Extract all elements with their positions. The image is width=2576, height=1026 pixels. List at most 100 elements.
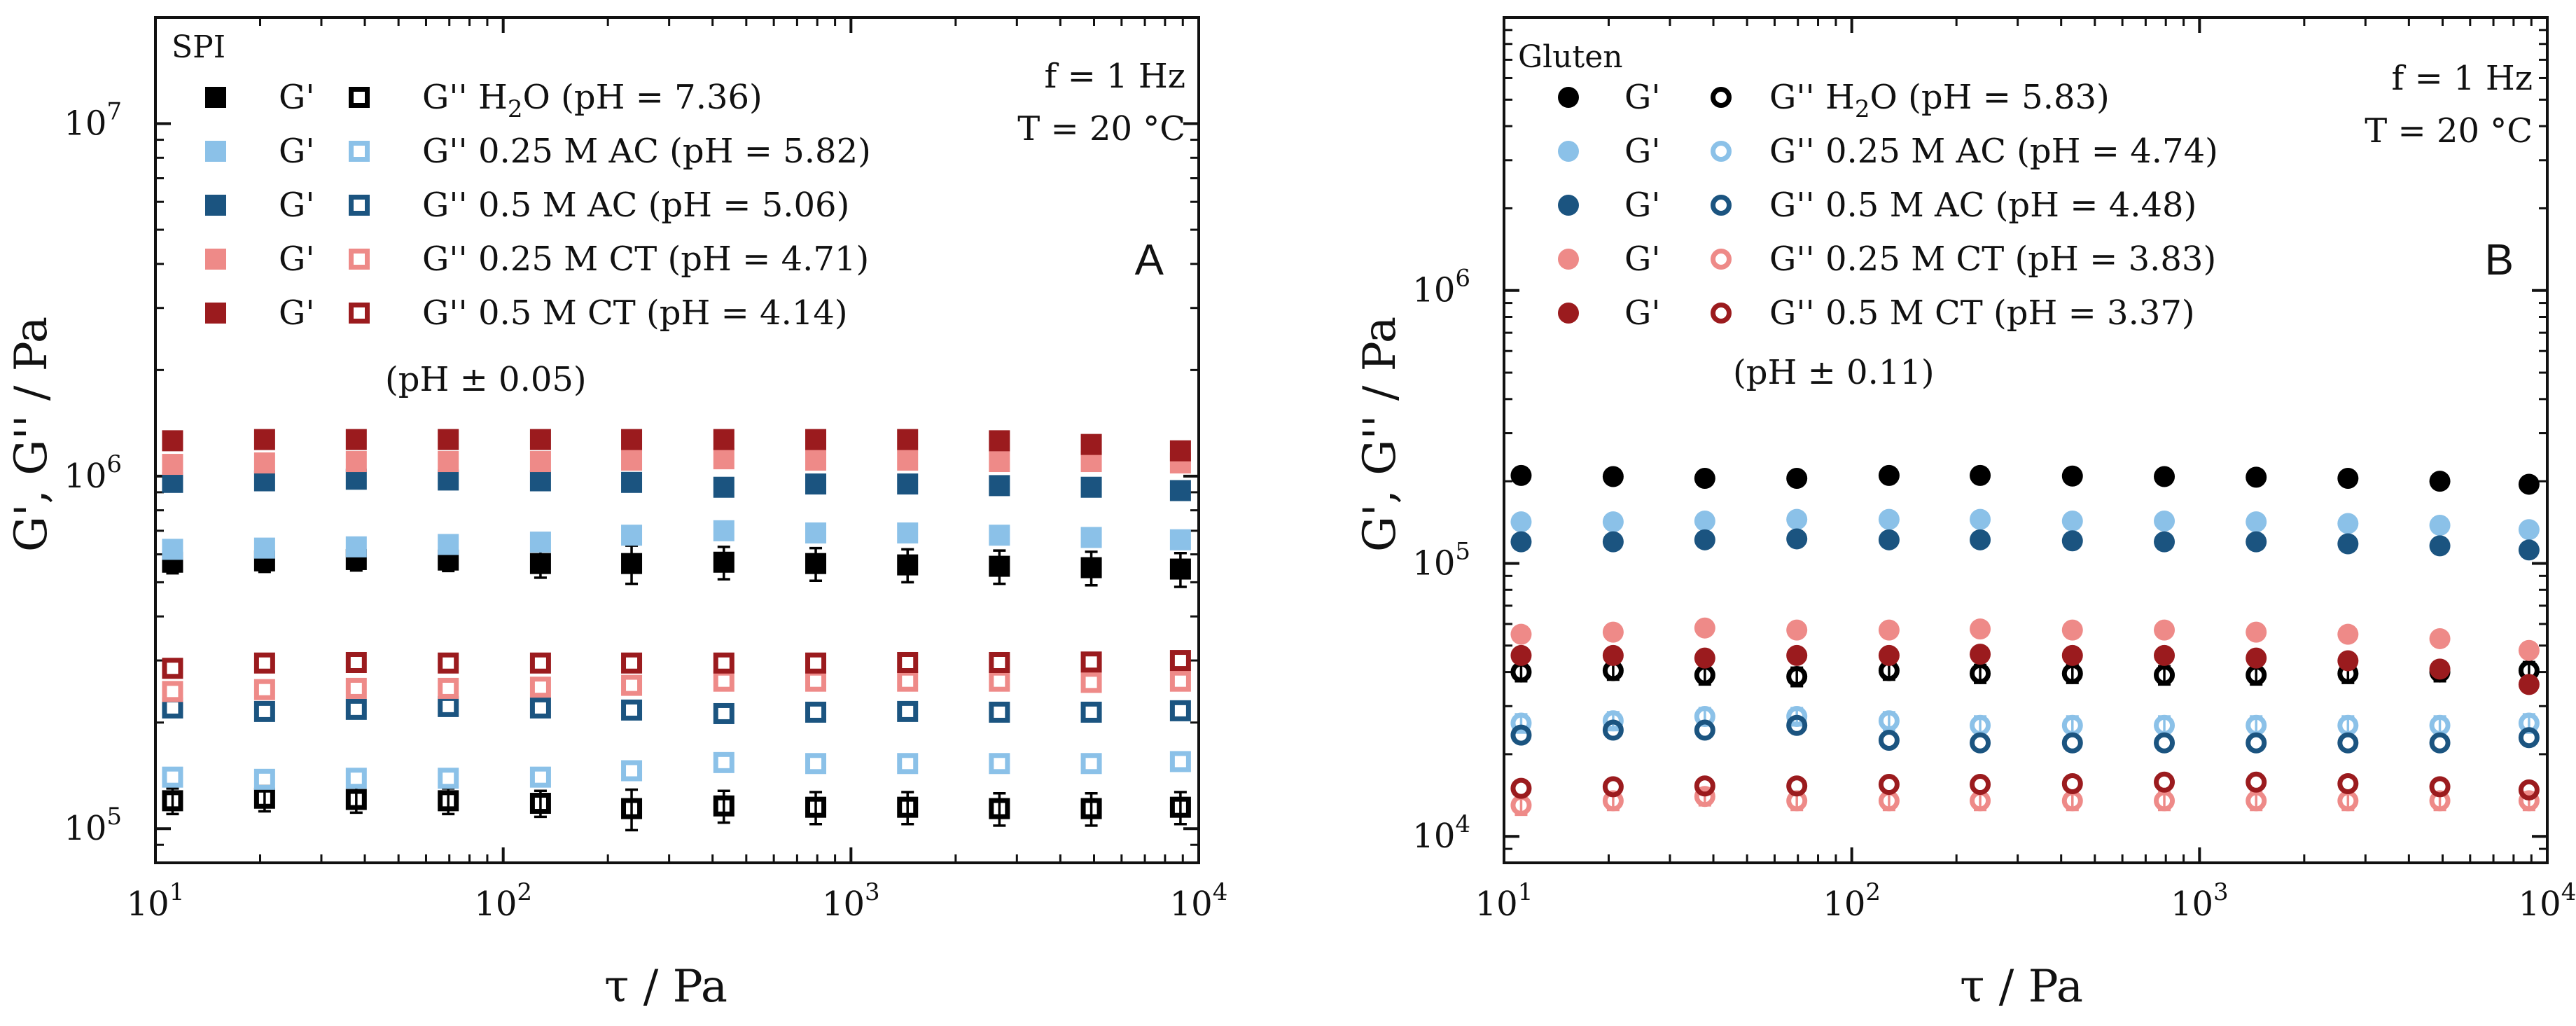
data-point-gp-ac025 [253, 537, 275, 559]
data-point-gp-water [1080, 557, 1102, 578]
data-point-gp-ct025 [989, 451, 1010, 473]
legend-marker-gp-ct05 [205, 303, 226, 324]
data-point-gp-ct025 [162, 454, 183, 476]
y-tick-label-a: 107 [64, 98, 122, 144]
legend-marker-gpp-ac025 [1711, 141, 1732, 162]
data-point-gpp-ct025 [438, 677, 459, 699]
y-tick-label-a: 105 [64, 803, 122, 848]
data-point-gpp-ac05 [621, 699, 643, 721]
data-point-gp-water [2061, 465, 2083, 487]
data-point-gp-ac05 [621, 471, 643, 493]
data-point-gp-ct05 [2154, 644, 2175, 666]
data-point-gp-ac05 [253, 470, 275, 492]
series-water-a [162, 544, 1191, 832]
data-point-gpp-ac05 [897, 700, 919, 722]
series-ac05-b [1510, 528, 2540, 754]
data-point-gp-ct025 [1694, 617, 1715, 639]
data-point-gp-ct05 [2246, 647, 2267, 669]
data-point-gp-water [529, 553, 551, 574]
data-point-gp-ac05 [2246, 531, 2267, 553]
data-point-gpp-ac025 [989, 753, 1010, 775]
data-point-gpp-water [1786, 666, 1808, 688]
data-point-gpp-ac05 [805, 701, 827, 723]
legend-marker-gpp-ct025 [1711, 249, 1732, 270]
data-point-gp-ct025 [345, 451, 367, 473]
data-point-gpp-ct025 [345, 677, 367, 699]
legend-label-gpp-ct05: G'' 0.5 M CT (pH = 3.37) [1769, 293, 2195, 333]
y-axis-label-a: G', G'' / Pa [6, 317, 57, 552]
data-point-gp-ac05 [805, 473, 827, 495]
chart-panel-a: 101 102 103 104 105 106 107 SPI f = 1 Hz T = 2… [6, 16, 1227, 1013]
y-axis-label-b: G', G'' / Pa [1354, 317, 1406, 552]
data-point-gpp-ac025 [621, 760, 643, 782]
data-point-gpp-ac05 [1970, 732, 1991, 754]
legend-marker-gp-ct025 [205, 249, 226, 270]
data-point-gp-ac05 [1694, 529, 1715, 550]
data-point-gpp-ac025 [1080, 753, 1102, 775]
data-point-gp-ac025 [438, 534, 459, 555]
data-point-gpp-ac025 [1602, 710, 1624, 732]
data-point-gp-water [1970, 464, 1991, 486]
legend-marker-gpp-ac05 [349, 195, 370, 216]
data-point-gpp-ct05 [529, 652, 551, 674]
data-point-gp-water [621, 553, 643, 574]
data-point-gpp-ct05 [1510, 777, 1532, 799]
legend-label-gpp-ac025: G'' 0.25 M AC (pH = 4.74) [1769, 132, 2218, 171]
data-point-gpp-ac025 [1786, 706, 1808, 728]
data-point-gp-ac025 [2061, 510, 2083, 532]
data-point-gp-ac05 [897, 473, 919, 495]
data-point-gpp-ac05 [345, 698, 367, 720]
data-point-gp-ct025 [897, 450, 919, 471]
axes-a [154, 16, 1200, 864]
legend-label-gp-ac05: G' [1624, 186, 1661, 225]
data-point-gp-ct05 [1080, 434, 1102, 455]
data-point-gp-ct025 [2061, 619, 2083, 641]
data-point-gpp-ac05 [253, 700, 275, 722]
legend-label-gp-ac025: G' [1624, 132, 1661, 171]
data-point-gp-ac025 [1970, 508, 1991, 530]
legend-label-gpp-water: G'' H2O (pH = 7.36) [422, 78, 763, 123]
data-point-gpp-ct025 [897, 670, 919, 692]
data-point-gp-ac025 [713, 520, 734, 541]
condition-freq-a: f = 1 Hz [1045, 57, 1185, 96]
data-point-gpp-ac05 [1878, 729, 1900, 751]
legend-label-gpp-ac05: G'' 0.5 M AC (pH = 5.06) [422, 186, 849, 225]
data-point-gp-ct025 [2518, 639, 2540, 661]
data-point-gpp-ct05 [1694, 775, 1715, 797]
legend-marker-gpp-water [349, 87, 370, 108]
data-point-gp-ac05 [2154, 531, 2175, 553]
legend-b: G' G'' H2O (pH = 5.83) G' G'' 0.25 M AC (pH… [1558, 78, 2218, 333]
data-point-gp-ct025 [805, 450, 827, 471]
data-point-gp-ct05 [2061, 644, 2083, 666]
data-point-gp-water [1878, 464, 1900, 486]
data-point-gpp-ct05 [621, 652, 643, 674]
data-point-gp-ct025 [713, 448, 734, 470]
data-point-gpp-ac025 [1510, 712, 1532, 734]
x-tick-label-b: 102 [1823, 878, 1881, 924]
data-point-gp-water [1694, 467, 1715, 489]
data-point-gp-water [2518, 473, 2540, 495]
data-point-gpp-ac05 [1786, 714, 1808, 736]
data-point-gp-ct025 [1786, 619, 1808, 641]
data-point-gp-ac025 [1602, 511, 1624, 533]
data-point-gp-ct05 [897, 429, 919, 450]
panel-label-a: A [1135, 236, 1164, 284]
data-point-gpp-ct05 [438, 652, 459, 674]
data-point-gpp-ct05 [989, 651, 1010, 673]
data-point-gpp-ct025 [162, 681, 183, 702]
data-point-gp-ac05 [1169, 480, 1191, 501]
data-point-gpp-ac025 [897, 753, 919, 775]
data-point-gpp-ct05 [162, 658, 183, 679]
data-point-gp-ct05 [253, 429, 275, 450]
ticks-b: 101 102 103 104 104 105 106 [1412, 16, 2576, 924]
ph-note-b: (pH ± 0.11) [1733, 353, 1935, 392]
data-point-gp-ac025 [1878, 508, 1900, 530]
data-point-gp-ac05 [345, 469, 367, 490]
data-point-gpp-ac05 [1510, 724, 1532, 746]
legend-label-gp-water: G' [1624, 78, 1661, 117]
data-point-gp-ct025 [1878, 619, 1900, 641]
legend-marker-gpp-ac025 [349, 141, 370, 162]
data-point-gpp-ct025 [529, 677, 551, 698]
data-point-gp-ct025 [253, 452, 275, 474]
data-point-gp-ac025 [1510, 511, 1532, 533]
